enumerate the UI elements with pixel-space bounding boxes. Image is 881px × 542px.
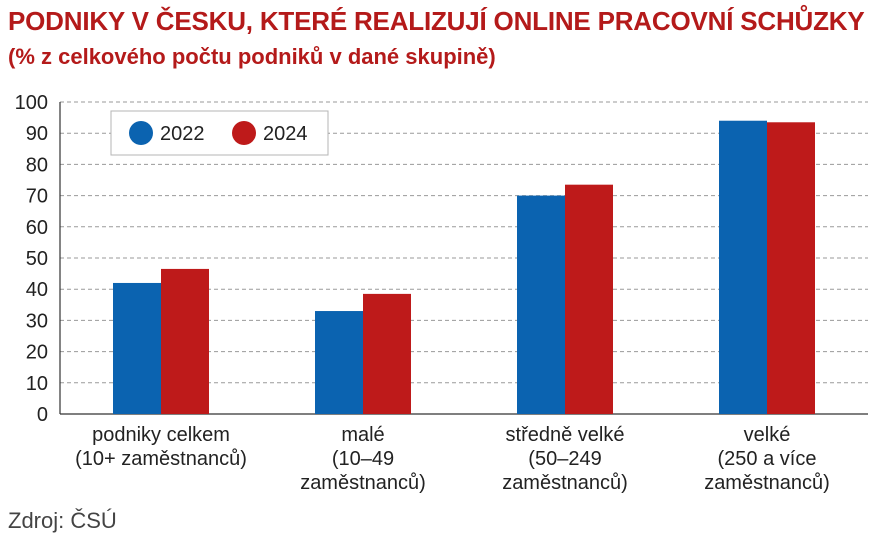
- y-tick-labels: 0 10 20 30 40 50 60 70 80 90 100: [15, 92, 48, 426]
- y-tick-label: 60: [26, 217, 48, 239]
- bar-2024: [161, 268, 209, 414]
- x-category-label: (10+ zaměstnanců): [75, 448, 247, 470]
- y-tick-label: 90: [26, 123, 48, 145]
- bar-2024: [565, 184, 613, 414]
- x-category-label: velké: [744, 424, 791, 446]
- y-tick-label: 30: [26, 310, 48, 332]
- legend-label-2024: 2024: [263, 123, 308, 145]
- x-category-label: zaměstnanců): [704, 472, 830, 494]
- chart-title: PODNIKY V ČESKU, KTERÉ REALIZUJÍ ONLINE …: [8, 6, 865, 36]
- x-category-label: (50–249: [528, 448, 601, 470]
- bar-2022: [315, 311, 363, 414]
- y-tick-label: 100: [15, 92, 48, 114]
- x-category-label: podniky celkem: [92, 424, 230, 446]
- bar-2024: [363, 293, 411, 414]
- x-category-labels: podniky celkem(10+ zaměstnanců) malé(10–4…: [75, 424, 830, 494]
- bar-2022: [517, 195, 565, 414]
- legend-marker-2022: [129, 121, 153, 145]
- source-note: Zdroj: ČSÚ: [8, 508, 117, 533]
- y-tick-label: 20: [26, 342, 48, 364]
- y-tick-label: 70: [26, 186, 48, 208]
- chart-subtitle: (% z celkového počtu podniků v dané skup…: [8, 44, 496, 69]
- y-tick-label: 50: [26, 248, 48, 270]
- legend-marker-2024: [232, 121, 256, 145]
- legend: 2022 2024: [110, 110, 329, 156]
- x-category-label: středně velké: [506, 424, 625, 446]
- x-category-label: malé: [341, 424, 384, 446]
- x-category-label: (250 a více: [718, 448, 817, 470]
- y-tick-label: 10: [26, 373, 48, 395]
- y-tick-label: 40: [26, 279, 48, 301]
- x-category-label: (10–49: [332, 448, 394, 470]
- legend-label-2022: 2022: [160, 123, 205, 145]
- y-tick-label: 0: [37, 404, 48, 426]
- bar-2022: [719, 120, 767, 414]
- x-category-label: zaměstnanců): [502, 472, 628, 494]
- x-category-label: zaměstnanců): [300, 472, 426, 494]
- y-tick-label: 80: [26, 154, 48, 176]
- bar-2022: [113, 282, 161, 414]
- bar-2024: [767, 122, 815, 414]
- bars-layer: [113, 120, 815, 414]
